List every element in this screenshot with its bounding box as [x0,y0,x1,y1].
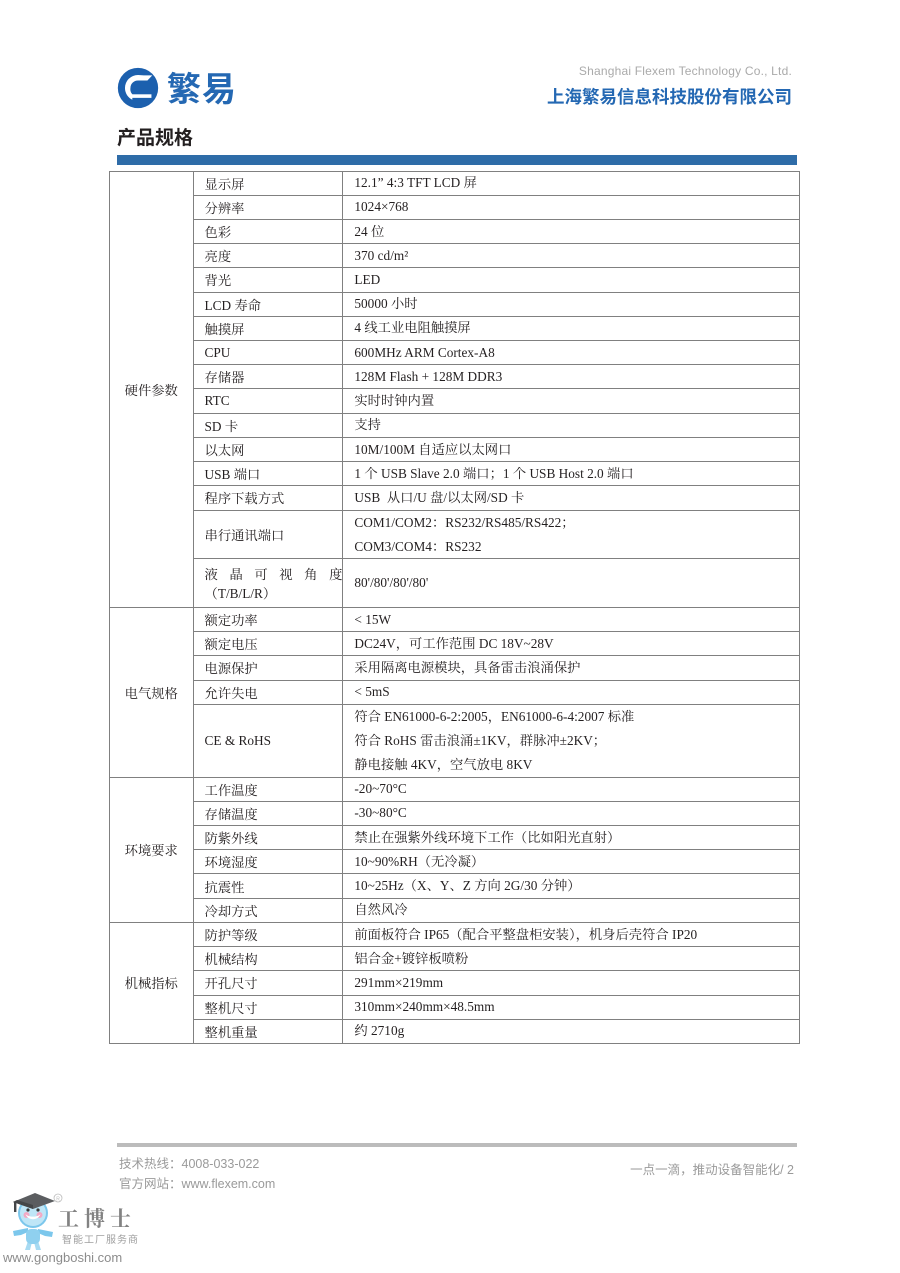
svg-text:R: R [56,1196,60,1202]
